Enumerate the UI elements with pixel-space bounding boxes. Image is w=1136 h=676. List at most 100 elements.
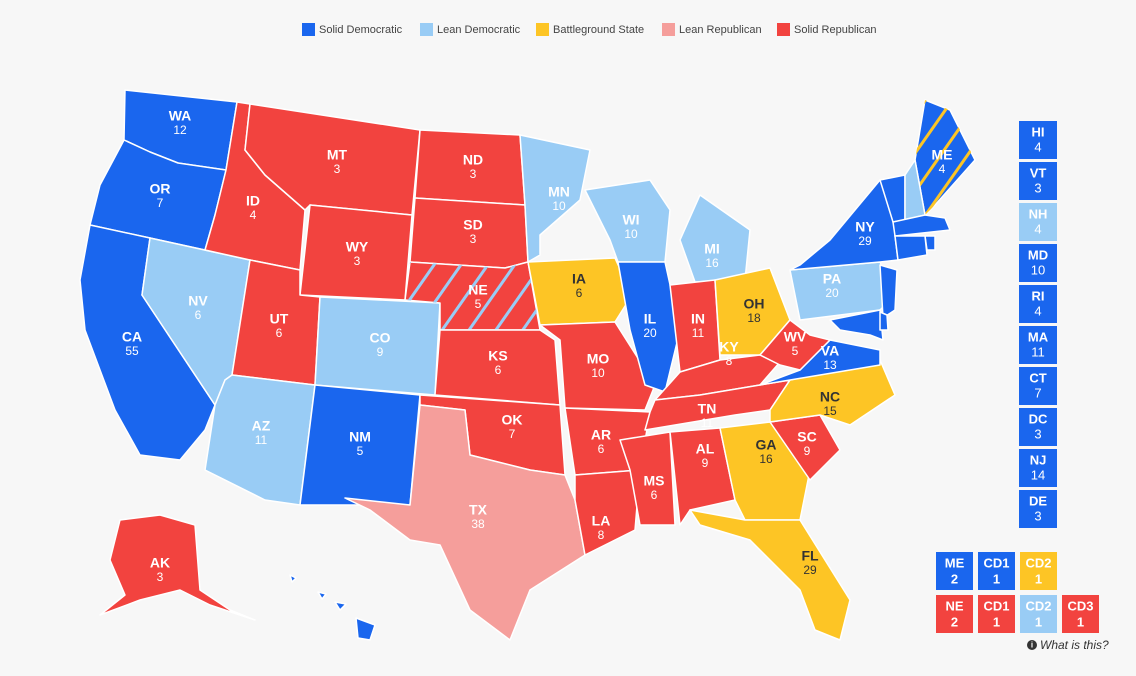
- small-state-abbr: VT: [1030, 165, 1047, 180]
- state-abbr: GA: [756, 437, 777, 453]
- legend-label: Lean Republican: [679, 24, 762, 36]
- small-state-box: [1019, 367, 1057, 405]
- state-shape: [434, 329, 561, 406]
- small-state-abbr: DE: [1029, 493, 1047, 508]
- state-votes: 11: [701, 416, 714, 430]
- state-shape: [894, 235, 928, 261]
- state-votes: 11: [255, 433, 268, 447]
- district-box: [1020, 595, 1057, 633]
- small-state-box: [1019, 121, 1057, 159]
- state-votes: 4: [250, 208, 257, 222]
- state-votes: 5: [357, 444, 364, 458]
- state-shape: [759, 319, 831, 371]
- small-state-votes: 3: [1034, 508, 1041, 523]
- state-votes: 5: [792, 344, 799, 358]
- state-abbr: SC: [797, 429, 816, 445]
- state-votes: 3: [470, 232, 477, 246]
- state-votes: 6: [195, 308, 202, 322]
- state-abbr: TX: [469, 502, 488, 518]
- district-votes: 1: [1035, 614, 1042, 629]
- state-abbr: ID: [246, 193, 260, 209]
- small-state-box: [1019, 408, 1057, 446]
- state-abbr: PA: [823, 271, 841, 287]
- small-state-box: [1019, 285, 1057, 323]
- state-shape: [669, 427, 736, 526]
- small-state-abbr: MA: [1028, 329, 1049, 344]
- state-shape: [289, 574, 297, 583]
- state-shape: [619, 431, 676, 526]
- legend-swatch: [662, 23, 675, 36]
- state-abbr: KS: [488, 348, 507, 364]
- footnote-link[interactable]: i What is this?: [1027, 638, 1109, 652]
- state-votes: 29: [858, 234, 872, 248]
- state-abbr: TN: [698, 401, 717, 417]
- small-state-abbr: MD: [1028, 247, 1048, 262]
- state-abbr: MS: [644, 473, 665, 489]
- state-shape: [879, 264, 898, 319]
- state-votes: 10: [624, 227, 638, 241]
- state-abbr: NE: [468, 282, 487, 298]
- state-votes: 9: [377, 345, 384, 359]
- state-abbr: MN: [548, 184, 570, 200]
- state-shape: [334, 601, 347, 611]
- state-shape: [789, 179, 899, 271]
- small-state-votes: 4: [1034, 221, 1041, 236]
- state-votes: 8: [598, 528, 605, 542]
- state-abbr: LA: [592, 513, 611, 529]
- district-label: CD2: [1025, 555, 1051, 570]
- state-shapes: [79, 89, 976, 641]
- small-state-abbr: NH: [1029, 206, 1048, 221]
- legend-swatch: [302, 23, 315, 36]
- district-label: CD3: [1067, 598, 1093, 613]
- state-abbr: MT: [327, 147, 348, 163]
- state-shape: [829, 309, 884, 341]
- small-state-abbr: CT: [1029, 370, 1046, 385]
- small-state-votes: 4: [1034, 303, 1041, 318]
- state-votes: 15: [823, 404, 837, 418]
- state-abbr: OR: [150, 181, 171, 197]
- small-state-box: [1019, 162, 1057, 200]
- district-votes: 1: [1077, 614, 1084, 629]
- state-abbr: OK: [502, 412, 523, 428]
- small-state-votes: 11: [1031, 344, 1045, 359]
- state-votes: 13: [823, 358, 837, 372]
- state-shape: [204, 374, 316, 506]
- small-state-abbr: HI: [1032, 124, 1045, 139]
- state-votes: 29: [803, 563, 817, 577]
- state-votes: 6: [276, 326, 283, 340]
- district-box: [1020, 552, 1057, 590]
- state-abbr: ND: [463, 152, 483, 168]
- small-state-abbr: NJ: [1030, 452, 1047, 467]
- state-votes: 6: [495, 363, 502, 377]
- state-votes: 3: [470, 167, 477, 181]
- district-votes: 1: [993, 571, 1000, 586]
- state-votes: 7: [157, 196, 164, 210]
- state-abbr: NY: [855, 219, 875, 235]
- state-abbr: WV: [784, 329, 807, 345]
- state-shape: [539, 321, 656, 411]
- state-votes: 38: [471, 517, 485, 531]
- state-shape: [355, 617, 376, 641]
- state-abbr: AK: [150, 555, 170, 571]
- state-votes: 16: [759, 452, 773, 466]
- state-shape: [679, 194, 751, 283]
- small-state-box: [1019, 490, 1057, 528]
- state-abbr: IN: [691, 311, 705, 327]
- district-label: CD1: [983, 598, 1009, 613]
- state-votes: 20: [643, 326, 657, 340]
- state-votes: 4: [939, 162, 946, 176]
- state-abbr: NC: [820, 389, 840, 405]
- state-abbr: UT: [270, 311, 289, 327]
- state-votes: 12: [173, 123, 187, 137]
- footnote[interactable]: What is this?: [1040, 638, 1109, 652]
- small-state-votes: 14: [1031, 467, 1045, 482]
- state-votes: 55: [125, 344, 139, 358]
- state-abbr: AR: [591, 427, 611, 443]
- state-shape: [689, 509, 851, 641]
- state-abbr: CA: [122, 329, 142, 345]
- state-votes: 6: [576, 286, 583, 300]
